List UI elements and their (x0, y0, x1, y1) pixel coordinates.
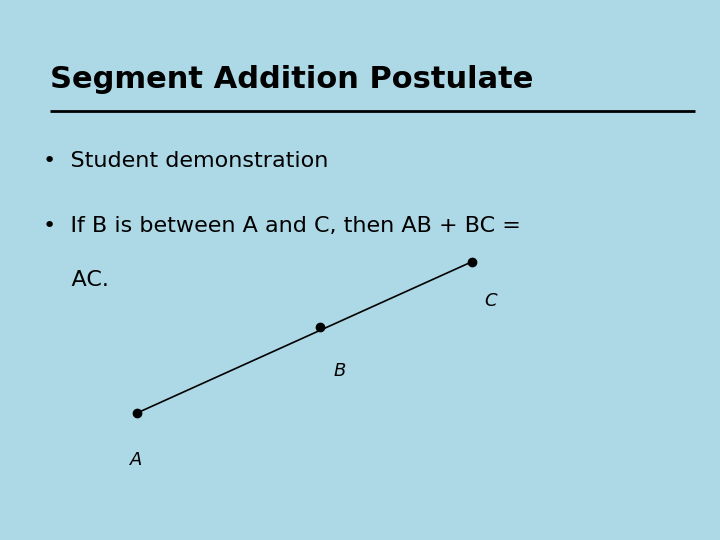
Text: AC.: AC. (43, 270, 109, 290)
Text: •  Student demonstration: • Student demonstration (43, 151, 328, 171)
Text: •  If B is between A and C, then AB + BC =: • If B is between A and C, then AB + BC … (43, 216, 521, 236)
Text: A: A (130, 451, 142, 469)
Text: C: C (485, 292, 498, 309)
Text: B: B (333, 362, 346, 380)
Text: Segment Addition Postulate: Segment Addition Postulate (50, 65, 534, 94)
